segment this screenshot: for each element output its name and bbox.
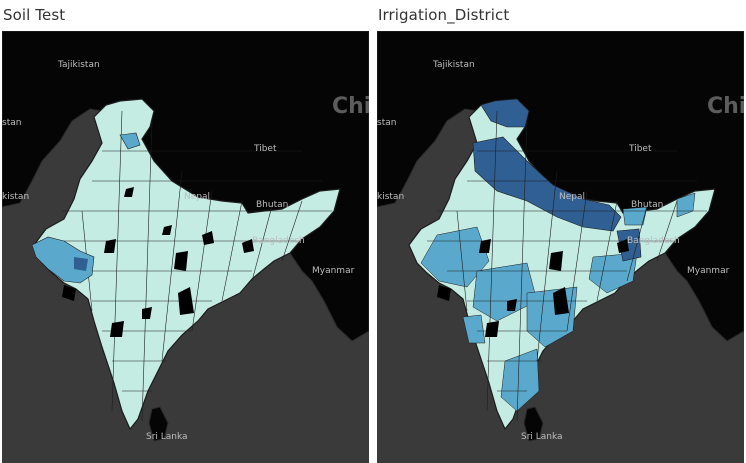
district-lines <box>427 110 707 422</box>
kashmir-dark <box>480 98 530 128</box>
gujarat-region <box>31 236 95 284</box>
label-tibet: Tibet <box>628 144 652 154</box>
punjab-region <box>119 132 141 150</box>
label-bangladesh: Bangladesh <box>627 236 680 246</box>
no-data-districts <box>62 187 254 337</box>
label-sri-lanka: Sri Lanka <box>521 432 563 442</box>
label-afghanistan: stan <box>377 118 396 128</box>
label-pakistan: kistan <box>377 192 404 202</box>
label-bhutan: Bhutan <box>256 200 288 210</box>
label-china: Chi <box>707 94 744 119</box>
label-tibet: Tibet <box>253 144 277 154</box>
label-pakistan: kistan <box>2 192 29 202</box>
label-myanmar: Myanmar <box>312 266 355 276</box>
sri-lanka <box>148 406 169 442</box>
label-bangladesh: Bangladesh <box>252 236 305 246</box>
label-tajikistan: Tajikistan <box>432 60 475 70</box>
gujarat-dark <box>74 257 88 271</box>
label-bhutan: Bhutan <box>631 200 663 210</box>
panel-title: Soil Test <box>3 6 66 24</box>
no-data-districts <box>437 239 629 337</box>
map-svg: Tajikistan Chi Tibet Nepal Bhutan Bangla… <box>377 31 744 463</box>
label-afghanistan: stan <box>2 118 21 128</box>
panel-title: Irrigation_District <box>378 6 510 24</box>
label-china: Chi <box>332 94 369 119</box>
label-tajikistan: Tajikistan <box>57 60 100 70</box>
soil-test-panel: Soil Test <box>0 0 371 463</box>
panel-separator <box>371 0 375 463</box>
irrigation-district-map[interactable]: Tajikistan Chi Tibet Nepal Bhutan Bangla… <box>377 31 744 463</box>
label-nepal: Nepal <box>184 192 210 202</box>
label-myanmar: Myanmar <box>687 266 730 276</box>
map-svg: Tajikistan Chi Tibet Nepal Bhutan Bangla… <box>2 31 369 463</box>
ganges-dark <box>472 136 622 232</box>
irrigation-district-panel: Irrigation_District <box>375 0 746 463</box>
soil-test-map[interactable]: Tajikistan Chi Tibet Nepal Bhutan Bangla… <box>2 31 369 463</box>
label-sri-lanka: Sri Lanka <box>146 432 188 442</box>
district-lines <box>52 110 332 422</box>
label-nepal: Nepal <box>559 192 585 202</box>
sri-lanka <box>523 406 544 442</box>
